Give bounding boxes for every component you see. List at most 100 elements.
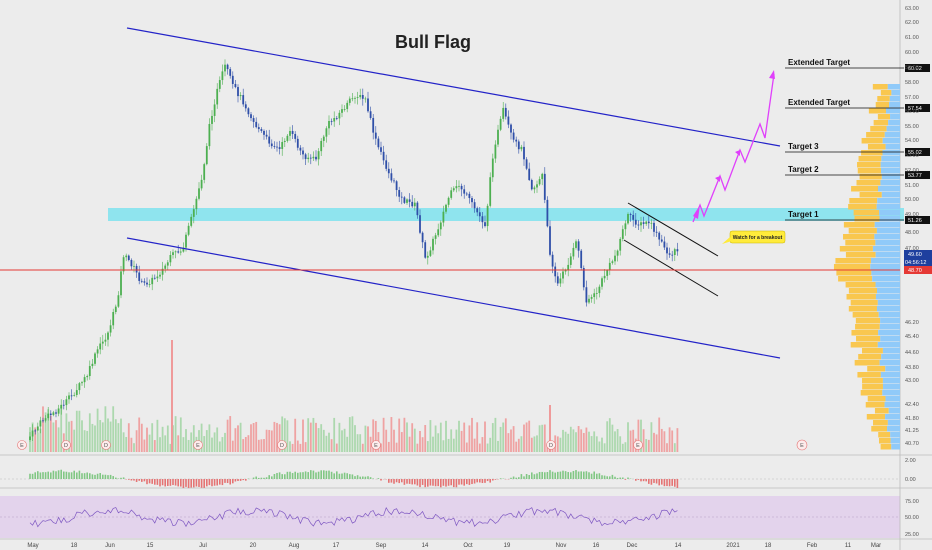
volume-bar bbox=[595, 436, 598, 452]
volume-bar bbox=[538, 425, 541, 452]
macd-bar bbox=[437, 479, 439, 487]
candle-body bbox=[426, 255, 429, 258]
candle-body bbox=[619, 238, 622, 251]
profile-bar-buy bbox=[871, 270, 900, 276]
candle-body bbox=[169, 255, 172, 263]
volume-bar bbox=[408, 436, 411, 452]
price-tick-label: 45.40 bbox=[905, 334, 919, 340]
macd-bar bbox=[447, 479, 450, 486]
profile-bar-sell bbox=[861, 150, 883, 156]
candle-body bbox=[499, 118, 502, 130]
volume-bar bbox=[390, 417, 393, 452]
volume-bar bbox=[460, 430, 463, 452]
projection-path bbox=[692, 73, 775, 223]
profile-bar-sell bbox=[850, 300, 878, 306]
volume-bar bbox=[533, 436, 536, 452]
candle-body bbox=[333, 118, 336, 122]
candle-body bbox=[312, 156, 315, 159]
macd-bar bbox=[458, 479, 460, 485]
candle-body bbox=[588, 298, 590, 303]
candle-body bbox=[29, 436, 31, 440]
macd-bar bbox=[146, 479, 148, 485]
time-tick-label: 14 bbox=[422, 543, 429, 549]
macd-bar bbox=[333, 473, 335, 479]
candle-body bbox=[538, 179, 541, 185]
support-price: 48.70 bbox=[908, 268, 922, 274]
macd-bar bbox=[193, 479, 195, 488]
macd-bar bbox=[31, 473, 34, 479]
macd-bar bbox=[268, 475, 270, 479]
macd-bar bbox=[362, 476, 364, 479]
macd-bar bbox=[325, 470, 328, 479]
profile-bar-buy bbox=[872, 276, 900, 282]
volume-bar bbox=[582, 432, 585, 452]
volume-bar bbox=[343, 428, 346, 452]
macd-bar bbox=[424, 479, 426, 488]
profile-bar-buy bbox=[882, 378, 900, 384]
rsi-tick-label: 25.00 bbox=[905, 532, 919, 538]
candle-body bbox=[546, 199, 549, 227]
volume-bar bbox=[86, 430, 89, 452]
candle-body bbox=[408, 199, 411, 202]
candle-body bbox=[598, 286, 601, 294]
macd-bar bbox=[419, 479, 421, 488]
macd-bar bbox=[180, 479, 182, 487]
macd-bar bbox=[658, 479, 660, 486]
volume-bar bbox=[666, 443, 668, 452]
macd-bar bbox=[354, 476, 356, 479]
macd-bar bbox=[91, 474, 94, 479]
price-tick-label: 58.00 bbox=[905, 80, 919, 86]
macd-bar bbox=[606, 476, 608, 479]
macd-bar bbox=[174, 479, 177, 486]
macd-bar bbox=[237, 479, 239, 482]
flag-upper-line bbox=[627, 202, 719, 257]
profile-bar-sell bbox=[866, 414, 886, 420]
volume-bar bbox=[559, 437, 562, 452]
candle-body bbox=[411, 201, 414, 207]
candle-body bbox=[434, 235, 437, 239]
candle-body bbox=[104, 339, 107, 342]
volume-bar bbox=[216, 427, 219, 452]
macd-bar bbox=[242, 479, 244, 481]
candle-body bbox=[294, 133, 297, 139]
profile-bar-buy bbox=[879, 210, 900, 216]
macd-bar bbox=[674, 479, 676, 487]
profile-bar-buy bbox=[885, 144, 900, 150]
target-price: 57.54 bbox=[908, 106, 922, 112]
macd-bar bbox=[544, 472, 546, 479]
profile-bar-sell bbox=[857, 372, 881, 378]
volume-bar bbox=[575, 432, 577, 452]
volume-bar bbox=[413, 428, 416, 452]
volume-bar bbox=[289, 441, 291, 452]
volume-bar bbox=[159, 437, 161, 452]
price-tick-label: 41.25 bbox=[905, 428, 919, 434]
candle-body bbox=[242, 95, 245, 105]
volume-bar bbox=[494, 417, 497, 452]
candle-body bbox=[172, 252, 174, 256]
macd-bar bbox=[312, 470, 315, 479]
volume-bar bbox=[65, 413, 68, 452]
macd-bar bbox=[603, 475, 606, 479]
price-tick-label: 63.00 bbox=[905, 6, 919, 12]
candle-body bbox=[416, 202, 419, 216]
candle-body bbox=[536, 184, 538, 188]
volume-bar bbox=[478, 443, 481, 452]
profile-bar-buy bbox=[880, 162, 900, 168]
volume-bar bbox=[588, 431, 590, 452]
candle-body bbox=[372, 117, 375, 133]
candle-body bbox=[75, 390, 78, 395]
profile-bar-buy bbox=[890, 114, 900, 120]
volume-bar bbox=[499, 426, 502, 452]
countdown-box: 04:56:12 bbox=[904, 258, 932, 266]
candle-body bbox=[629, 214, 632, 215]
price-tick-label: 53.00 bbox=[905, 153, 919, 159]
volume-bar bbox=[120, 418, 122, 452]
profile-bar-sell bbox=[878, 432, 891, 438]
candle-body bbox=[494, 144, 497, 159]
profile-bar-buy bbox=[891, 90, 900, 96]
candle-body bbox=[564, 270, 567, 272]
candle-body bbox=[660, 239, 663, 242]
volume-bar bbox=[580, 429, 583, 452]
time-tick-label: 18 bbox=[71, 543, 78, 549]
